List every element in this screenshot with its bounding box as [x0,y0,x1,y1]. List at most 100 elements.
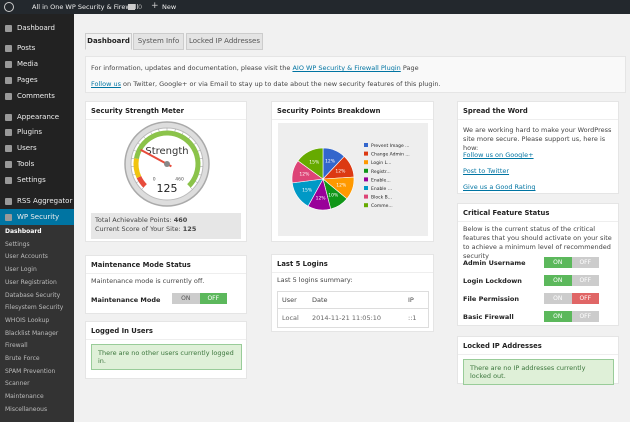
menu-icon [5,77,12,84]
menu-icon [5,161,12,168]
gauge-tick [150,131,153,135]
feature-label: Basic Firewall [463,313,514,321]
follow-link[interactable]: Follow us [91,80,121,88]
submenu-item[interactable]: User Login [5,266,37,274]
gauge-band [134,130,201,188]
info-box: For information, updates and documentati… [85,56,626,93]
gauge-band [133,158,142,179]
menu-item[interactable]: Posts [0,41,74,55]
wp-logo[interactable] [4,2,14,12]
submenu-item[interactable]: Firewall [5,342,28,350]
gauge-tick [190,187,193,190]
menu-icon [5,61,12,68]
menu-item[interactable]: Appearance [0,110,74,124]
breakdown-panel: Security Points Breakdown 12% Prevent Ima… [271,101,434,242]
menu-label: RSS Aggregator [17,197,73,205]
tab[interactable]: System Info [133,33,184,50]
comment-icon [128,4,135,10]
submenu-item[interactable]: Brute Force [5,355,40,362]
menu-item[interactable]: Dashboard [0,21,74,35]
message: There are no IP addresses currently lock… [463,359,614,385]
menu-item[interactable]: RSS Aggregator [0,194,74,208]
menu-item[interactable]: Settings [0,173,74,187]
slice-label: 12% [335,168,346,174]
gauge-tick [137,142,141,145]
panel-title: Security Strength Meter [86,102,246,120]
menu-item[interactable]: WP Security [0,210,74,224]
submenu-item[interactable]: Scanner [5,380,30,388]
submenu-item[interactable]: Blacklist Manager [5,329,59,337]
plugin-link[interactable]: AIO WP Security & Firewall Plugin [292,64,401,72]
menu-item[interactable]: Media [0,57,74,71]
panel-title: Logged In Users [86,322,246,340]
legend-swatch [364,186,368,190]
menu-item[interactable]: Tools [0,157,74,171]
submenu-item[interactable]: Filesystem Security [5,304,64,312]
gauge-tick [143,136,146,140]
submenu-item[interactable]: Database Security [5,291,61,299]
new-link[interactable]: New [162,3,177,11]
gauge-label: Strength [145,146,188,157]
gauge-tick [197,149,201,152]
menu-label: Media [17,60,39,68]
submenu-item[interactable]: WHOIS Lookup [5,316,50,324]
comment-count[interactable]: 0 [138,3,143,11]
logins-panel: Last 5 Logins Last 5 logins summary: Use… [271,254,434,332]
menu-item[interactable]: Pages [0,73,74,87]
gauge-tick [141,187,144,190]
site-name[interactable]: All in One WP Security & Firewall [32,3,139,11]
logged-in-panel: Logged In Users There are no other users… [85,321,247,379]
link[interactable]: Post to Twitter [463,167,510,175]
legend-swatch [364,194,368,199]
legend-label: Block B... [371,195,392,201]
switch-on: ON [544,275,572,286]
submenu-item[interactable]: User Accounts [5,253,48,261]
menu-item[interactable]: Users [0,141,74,155]
submenu-item[interactable]: Dashboard [5,228,42,235]
needle-hub [164,161,170,167]
menu-label: Plugins [17,128,43,136]
switch-off: OFF [571,257,599,268]
locked-panel: Locked IP Addresses There are no IP addr… [457,336,619,385]
score-label: Current Score of Your Site: [95,225,181,233]
panel-title: Critical Feature Status [458,204,618,222]
submenu-item[interactable]: User Registration [5,278,57,286]
toggle[interactable]: ON OFF [544,275,599,286]
menu-icon [5,214,12,221]
submenu-item[interactable]: Miscellaneous [5,405,48,413]
submenu-item[interactable]: Maintenance [5,393,44,401]
cell: ::1 [408,314,417,322]
menu-item[interactable]: Plugins [0,125,74,139]
toggle[interactable]: ON OFF [544,311,599,322]
toggle[interactable]: ON OFF [544,293,599,304]
legend-label: Prevent Image ... [371,143,409,149]
toggle[interactable]: ON OFF [172,293,227,304]
panel-title: Last 5 Logins [272,255,433,273]
gauge-max: 460 [175,176,184,182]
link[interactable]: Give us a Good Rating [463,183,536,191]
feature-label: File Permission [463,295,520,303]
strength-panel: Security Strength Meter Strength 0 460 125 … [85,101,247,242]
submenu-item[interactable]: Settings [5,240,30,248]
switch-on: ON [544,293,572,304]
feature-label: Login Lockdown [463,277,522,285]
toggle[interactable]: ON OFF [544,257,599,268]
link[interactable]: Follow us on Google+ [463,151,534,159]
gauge-tick [188,136,191,140]
legend-swatch [364,203,368,208]
tab[interactable]: Dashboard [85,33,132,50]
gauge-band [136,175,147,188]
panel-title: Spread the Word [458,102,618,120]
menu-label: Tools [17,160,35,168]
gauge-value: 125 [157,182,178,195]
feature-label: Admin Username [463,259,526,267]
legend-swatch [364,151,368,156]
panel-text: We are working hard to make your WordPre… [463,126,612,152]
menu-icon [5,145,12,152]
score-box: Total Achievable Points: 460 Current Sco… [91,213,241,239]
submenu-item[interactable]: SPAM Prevention [5,367,56,375]
info-text: Page [402,64,419,72]
menu-item[interactable]: Comments [0,89,74,103]
tab[interactable]: Locked IP Addresses [186,33,263,50]
